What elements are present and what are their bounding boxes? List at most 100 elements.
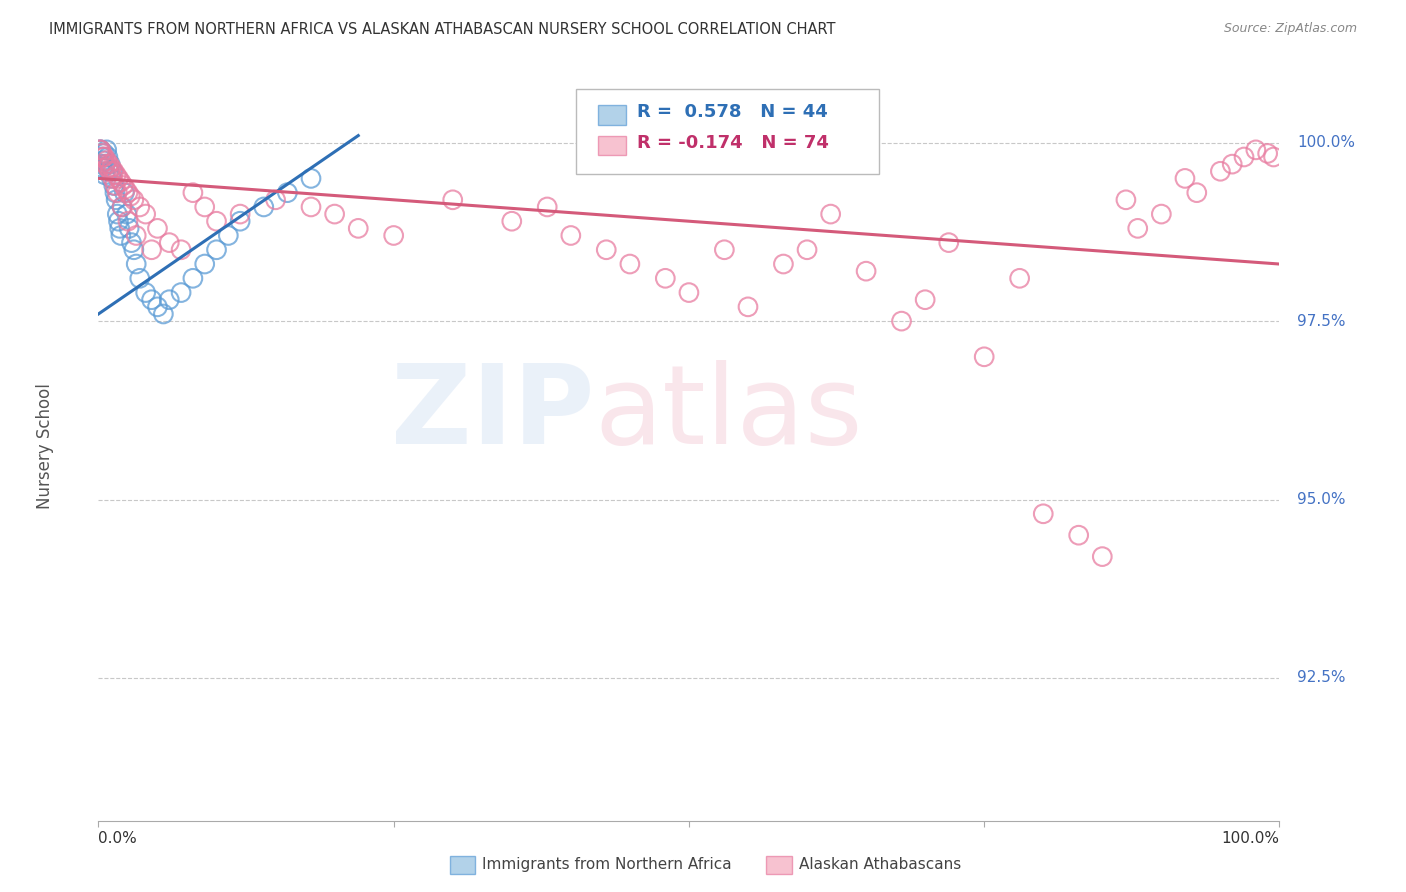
Point bbox=[382, 228, 405, 243]
Point bbox=[94, 168, 117, 182]
Point bbox=[107, 171, 129, 186]
Text: 95.0%: 95.0% bbox=[1298, 492, 1346, 507]
Point bbox=[110, 228, 132, 243]
Point bbox=[91, 153, 114, 168]
Point bbox=[100, 171, 122, 186]
Point bbox=[110, 175, 132, 189]
Point bbox=[96, 143, 118, 157]
Point bbox=[1209, 164, 1232, 178]
Point bbox=[194, 257, 217, 271]
Point bbox=[141, 243, 163, 257]
Text: 97.5%: 97.5% bbox=[1298, 314, 1346, 328]
Point bbox=[890, 314, 912, 328]
Point bbox=[94, 157, 117, 171]
Point bbox=[1008, 271, 1031, 285]
Point bbox=[97, 150, 120, 164]
Point bbox=[205, 214, 228, 228]
Point bbox=[103, 164, 125, 178]
Point bbox=[90, 143, 112, 157]
Text: 92.5%: 92.5% bbox=[1298, 671, 1346, 685]
Point bbox=[1263, 150, 1285, 164]
Point bbox=[101, 171, 124, 186]
Point bbox=[105, 193, 128, 207]
Text: Source: ZipAtlas.com: Source: ZipAtlas.com bbox=[1223, 22, 1357, 36]
Point bbox=[595, 243, 617, 257]
Point bbox=[90, 143, 112, 157]
Point bbox=[1220, 157, 1243, 171]
Point bbox=[111, 200, 134, 214]
Point bbox=[96, 153, 118, 168]
Point bbox=[713, 243, 735, 257]
Text: 100.0%: 100.0% bbox=[1298, 136, 1355, 150]
Point bbox=[122, 193, 145, 207]
Point bbox=[93, 146, 115, 161]
Point bbox=[229, 214, 252, 228]
Point bbox=[146, 300, 169, 314]
Point bbox=[91, 150, 114, 164]
Point bbox=[98, 157, 121, 171]
Point bbox=[98, 164, 121, 178]
Text: Alaskan Athabascans: Alaskan Athabascans bbox=[799, 857, 960, 871]
Point bbox=[772, 257, 794, 271]
Point bbox=[91, 146, 114, 161]
Point bbox=[347, 221, 370, 235]
Point bbox=[1233, 150, 1256, 164]
Point bbox=[229, 207, 252, 221]
Point bbox=[93, 150, 115, 164]
Text: R =  0.578   N = 44: R = 0.578 N = 44 bbox=[637, 103, 828, 121]
Point bbox=[1150, 207, 1173, 221]
Point bbox=[152, 307, 174, 321]
Point bbox=[1115, 193, 1137, 207]
Point bbox=[1032, 507, 1054, 521]
Point bbox=[855, 264, 877, 278]
Point bbox=[299, 200, 322, 214]
Point bbox=[114, 182, 136, 196]
Point bbox=[560, 228, 582, 243]
Point bbox=[112, 178, 135, 193]
Point bbox=[112, 186, 135, 200]
Point bbox=[105, 168, 128, 182]
Text: R = -0.174   N = 74: R = -0.174 N = 74 bbox=[637, 134, 828, 152]
Point bbox=[128, 271, 150, 285]
Point bbox=[1126, 221, 1149, 235]
Point bbox=[938, 235, 960, 250]
Point bbox=[146, 221, 169, 235]
Point bbox=[1174, 171, 1197, 186]
Point bbox=[101, 164, 124, 178]
Point bbox=[501, 214, 523, 228]
Point bbox=[181, 186, 204, 200]
Point bbox=[157, 235, 180, 250]
Point bbox=[820, 207, 842, 221]
Point bbox=[98, 157, 121, 171]
Point bbox=[115, 207, 138, 221]
Point bbox=[1067, 528, 1090, 542]
Point bbox=[105, 207, 128, 221]
Point bbox=[118, 221, 141, 235]
Point bbox=[90, 157, 112, 171]
Point bbox=[117, 186, 139, 200]
Point bbox=[253, 200, 276, 214]
Point bbox=[737, 300, 759, 314]
Point bbox=[441, 193, 464, 207]
Point bbox=[128, 200, 150, 214]
Point bbox=[111, 200, 134, 214]
Point bbox=[299, 171, 322, 186]
Point bbox=[170, 285, 193, 300]
Point bbox=[141, 293, 163, 307]
Point bbox=[125, 228, 148, 243]
Text: Immigrants from Northern Africa: Immigrants from Northern Africa bbox=[482, 857, 733, 871]
Point bbox=[619, 257, 641, 271]
Point bbox=[91, 150, 114, 164]
Text: Nursery School: Nursery School bbox=[37, 383, 55, 509]
Point bbox=[678, 285, 700, 300]
Point bbox=[104, 178, 127, 193]
Point bbox=[1091, 549, 1114, 564]
Point bbox=[122, 243, 145, 257]
Point bbox=[121, 235, 143, 250]
Point bbox=[194, 200, 217, 214]
Point bbox=[98, 164, 121, 178]
Text: 100.0%: 100.0% bbox=[1222, 831, 1279, 847]
Point bbox=[108, 221, 131, 235]
Point bbox=[914, 293, 936, 307]
Point bbox=[276, 186, 298, 200]
